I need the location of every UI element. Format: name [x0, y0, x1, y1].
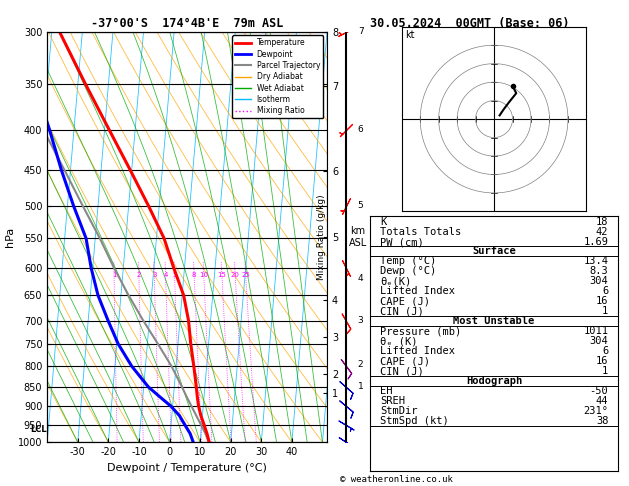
Text: -50: -50 — [589, 386, 608, 397]
Text: 15: 15 — [218, 272, 226, 278]
Text: 5: 5 — [358, 201, 364, 210]
Y-axis label: Mixing Ratio (g/kg): Mixing Ratio (g/kg) — [316, 194, 326, 280]
Legend: Temperature, Dewpoint, Parcel Trajectory, Dry Adiabat, Wet Adiabat, Isotherm, Mi: Temperature, Dewpoint, Parcel Trajectory… — [232, 35, 323, 118]
Text: 8.3: 8.3 — [589, 266, 608, 277]
Text: 1: 1 — [602, 306, 608, 316]
Text: 1: 1 — [358, 382, 364, 391]
Text: 1.69: 1.69 — [583, 237, 608, 247]
Text: 3: 3 — [152, 272, 157, 278]
Text: 4: 4 — [164, 272, 168, 278]
Y-axis label: hPa: hPa — [5, 227, 15, 247]
Text: CAPE (J): CAPE (J) — [380, 296, 430, 306]
Y-axis label: km
ASL: km ASL — [348, 226, 367, 248]
Text: kt: kt — [406, 30, 415, 40]
Text: 7: 7 — [358, 27, 364, 36]
Text: SREH: SREH — [380, 397, 405, 406]
Text: Pressure (mb): Pressure (mb) — [380, 326, 461, 336]
Text: Temp (°C): Temp (°C) — [380, 256, 436, 266]
Text: © weatheronline.co.uk: © weatheronline.co.uk — [340, 474, 453, 484]
Text: 1011: 1011 — [583, 326, 608, 336]
Text: θₑ(K): θₑ(K) — [380, 277, 411, 286]
Text: 20: 20 — [231, 272, 240, 278]
Text: 3: 3 — [358, 316, 364, 325]
Title: -37°00'S  174°4B'E  79m ASL: -37°00'S 174°4B'E 79m ASL — [91, 17, 283, 31]
Text: K: K — [380, 217, 386, 227]
Text: 18: 18 — [596, 217, 608, 227]
Text: LCL: LCL — [30, 425, 47, 434]
Text: 6: 6 — [358, 125, 364, 134]
Text: 4: 4 — [358, 274, 364, 282]
Text: 304: 304 — [589, 336, 608, 347]
Text: 42: 42 — [596, 227, 608, 237]
Text: 1: 1 — [112, 272, 116, 278]
Text: 25: 25 — [242, 272, 250, 278]
Text: CIN (J): CIN (J) — [380, 366, 423, 376]
Text: Most Unstable: Most Unstable — [454, 316, 535, 326]
Text: 38: 38 — [596, 417, 608, 426]
Text: 6: 6 — [602, 286, 608, 296]
Text: 1: 1 — [602, 366, 608, 376]
Text: PW (cm): PW (cm) — [380, 237, 423, 247]
Text: 10: 10 — [199, 272, 208, 278]
Text: Lifted Index: Lifted Index — [380, 286, 455, 296]
Text: 30.05.2024  00GMT (Base: 06): 30.05.2024 00GMT (Base: 06) — [370, 17, 569, 30]
Text: 304: 304 — [589, 277, 608, 286]
Text: StmSpd (kt): StmSpd (kt) — [380, 417, 448, 426]
Text: 16: 16 — [596, 296, 608, 306]
Text: Totals Totals: Totals Totals — [380, 227, 461, 237]
Text: 6: 6 — [602, 347, 608, 356]
Text: θₑ (K): θₑ (K) — [380, 336, 417, 347]
Text: Surface: Surface — [472, 246, 516, 256]
Text: EH: EH — [380, 386, 392, 397]
Text: 16: 16 — [596, 356, 608, 366]
Text: CIN (J): CIN (J) — [380, 306, 423, 316]
Text: 44: 44 — [596, 397, 608, 406]
Text: 231°: 231° — [583, 406, 608, 417]
Text: 2: 2 — [358, 360, 364, 368]
Text: Lifted Index: Lifted Index — [380, 347, 455, 356]
Text: Dewp (°C): Dewp (°C) — [380, 266, 436, 277]
Text: 8: 8 — [192, 272, 196, 278]
Text: 5: 5 — [172, 272, 177, 278]
Text: StmDir: StmDir — [380, 406, 417, 417]
Text: CAPE (J): CAPE (J) — [380, 356, 430, 366]
Text: Hodograph: Hodograph — [466, 376, 522, 386]
Text: 2: 2 — [136, 272, 141, 278]
Text: 13.4: 13.4 — [583, 256, 608, 266]
X-axis label: Dewpoint / Temperature (°C): Dewpoint / Temperature (°C) — [107, 463, 267, 473]
